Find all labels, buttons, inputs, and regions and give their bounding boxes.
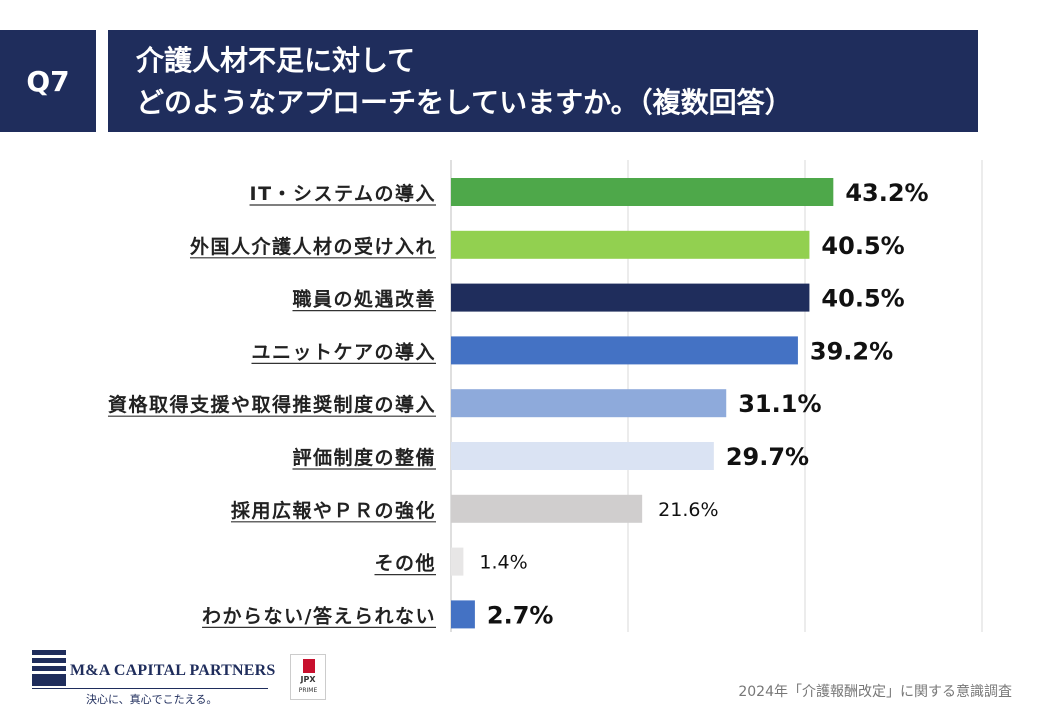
category-label: 採用広報やＰＲの強化 [231, 499, 436, 522]
bar [451, 336, 798, 365]
logo-divider [32, 688, 268, 689]
bar [451, 230, 810, 259]
survey-name: 2024年「介護報酬改定」に関する意識調査 [738, 684, 1012, 700]
data-label: 43.2% [845, 179, 928, 207]
data-label: 2.7% [487, 601, 554, 629]
bar [451, 389, 727, 418]
bar [451, 178, 834, 206]
data-label: 39.2% [810, 337, 893, 365]
category-label: IT・システムの導入 [250, 182, 436, 205]
company-logo: M&A CAPITAL PARTNERS 決心に、真心でこたえる。 [32, 650, 275, 710]
bar [451, 547, 464, 576]
title-line-1: 介護人材不足に対して [136, 44, 416, 77]
company-tagline: 決心に、真心でこたえる。 [86, 693, 218, 706]
bar-chart: IT・システムの導入 43.2% 外国人介護人材の受け入れ 40.5% 職員の処遇改善 4… [107, 160, 983, 632]
bar [451, 283, 810, 312]
data-label: 29.7% [726, 443, 809, 471]
jpx-prime-logo: JPX PRIME [290, 654, 326, 700]
jpx-sub-text: PRIME [298, 687, 318, 694]
data-label: 31.1% [738, 390, 821, 418]
company-name: M&A CAPITAL PARTNERS [70, 662, 276, 679]
category-label: 外国人介護人材の受け入れ [190, 235, 436, 258]
category-label: 評価制度の整備 [292, 446, 436, 469]
data-label: 40.5% [821, 232, 904, 260]
data-label: 21.6% [658, 499, 718, 521]
logo-mark-icon [32, 650, 66, 690]
jpx-text: JPX [300, 675, 316, 684]
question-number: Q7 [26, 64, 70, 98]
bar [451, 494, 643, 523]
question-number-box: Q7 [0, 30, 96, 132]
bar [451, 600, 475, 629]
category-label: わからない/答えられない [202, 604, 436, 627]
jpx-mark-icon [303, 659, 315, 673]
data-label: 1.4% [479, 552, 527, 574]
data-label: 40.5% [821, 285, 904, 313]
title-banner: 介護人材不足に対して どのようなアプローチをしていますか。（複数回答） [108, 30, 978, 132]
category-label: 職員の処遇改善 [292, 288, 436, 311]
bar [451, 442, 714, 470]
category-label: ユニットケアの導入 [251, 340, 436, 363]
category-label: その他 [374, 552, 436, 575]
category-label: 資格取得支援や取得推奨制度の導入 [108, 393, 436, 416]
title-line-2: どのようなアプローチをしていますか。（複数回答） [136, 86, 793, 119]
